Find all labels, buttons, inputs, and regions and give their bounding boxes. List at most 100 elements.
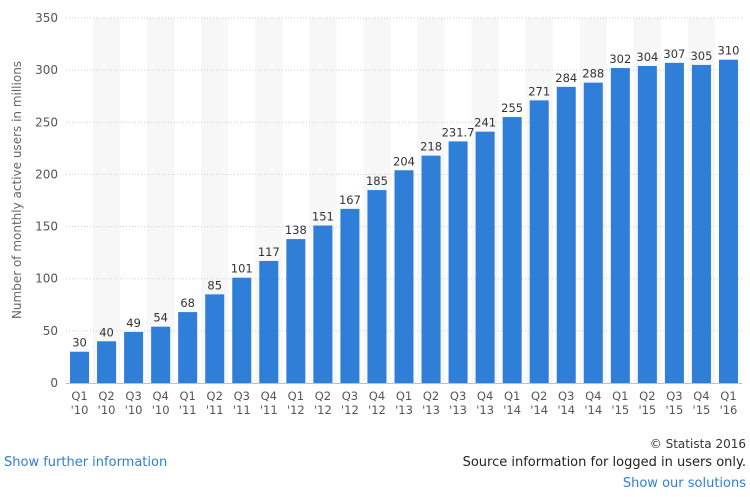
data-label: 310 — [718, 44, 740, 58]
data-label: 85 — [207, 278, 222, 292]
bar — [610, 68, 630, 384]
x-tick-label-year: '12 — [368, 403, 386, 417]
x-tick-label: Q4 — [585, 389, 601, 403]
x-tick-label-year: '11 — [233, 403, 251, 417]
bar — [556, 86, 576, 383]
bar — [691, 64, 711, 383]
x-tick-label-year: '12 — [341, 403, 359, 417]
x-tick-label: Q1 — [179, 389, 195, 403]
data-label: 117 — [258, 245, 280, 259]
y-tick-label: 350 — [35, 11, 58, 25]
x-tick-label-year: '10 — [71, 403, 89, 417]
bar — [97, 341, 117, 383]
y-axis-label-text: Number of monthly active users in millio… — [10, 60, 24, 320]
x-tick-label-year: '11 — [260, 403, 278, 417]
x-tick-label-year: '11 — [179, 403, 197, 417]
data-label: 138 — [285, 223, 307, 237]
x-tick-label: Q2 — [423, 389, 439, 403]
bar — [178, 312, 198, 383]
x-tick-label: Q3 — [125, 389, 141, 403]
x-tick-label: Q2 — [98, 389, 114, 403]
x-tick-label-year: '10 — [125, 403, 143, 417]
data-label: 185 — [366, 174, 388, 188]
bar — [286, 239, 306, 383]
x-tick-label: Q1 — [504, 389, 520, 403]
x-tick-label: Q1 — [396, 389, 412, 403]
x-tick-label-year: '11 — [206, 403, 224, 417]
y-tick-label: 50 — [43, 324, 58, 338]
data-label: 101 — [231, 262, 253, 276]
bar — [205, 294, 225, 383]
x-tick-label: Q4 — [261, 389, 277, 403]
x-tick-label: Q4 — [477, 389, 493, 403]
x-tick-label-year: '14 — [503, 403, 521, 417]
data-label: 167 — [339, 193, 361, 207]
x-tick-label-year: '14 — [584, 403, 602, 417]
show-further-information-link[interactable]: Show further information — [4, 455, 168, 470]
data-label: 49 — [126, 316, 141, 330]
x-tick-label: Q2 — [207, 389, 223, 403]
data-label: 305 — [690, 49, 712, 63]
bar — [502, 117, 522, 384]
data-label: 271 — [528, 84, 550, 98]
data-label: 302 — [609, 52, 631, 66]
x-tick-label-year: '15 — [693, 403, 711, 417]
bar — [232, 277, 252, 383]
data-label: 231.7 — [442, 125, 475, 139]
x-tick-label: Q3 — [666, 389, 682, 403]
bar — [259, 260, 279, 383]
x-tick-label-year: '15 — [611, 403, 629, 417]
x-tick-label: Q4 — [693, 389, 709, 403]
x-tick-label: Q3 — [450, 389, 466, 403]
source-info-text: Source information for logged in users o… — [462, 455, 746, 470]
x-tick-label: Q3 — [558, 389, 574, 403]
data-label: 151 — [312, 210, 334, 224]
x-tick-label: Q1 — [71, 389, 87, 403]
bar — [151, 326, 171, 383]
y-tick-label: 100 — [35, 272, 58, 286]
bar — [475, 131, 495, 383]
x-tick-label-year: '10 — [152, 403, 170, 417]
data-label: 288 — [582, 67, 604, 81]
plot-band — [93, 18, 121, 383]
bar — [70, 351, 90, 383]
x-tick-label: Q2 — [315, 389, 331, 403]
x-tick-label-year: '14 — [557, 403, 575, 417]
x-tick-label-year: '14 — [530, 403, 548, 417]
show-our-solutions-link[interactable]: Show our solutions — [622, 476, 746, 491]
bar — [124, 331, 144, 383]
bar — [637, 65, 657, 383]
plot-band — [147, 18, 175, 383]
data-label: 40 — [99, 325, 114, 339]
x-tick-label: Q3 — [342, 389, 358, 403]
bar — [421, 155, 441, 383]
y-tick-label: 150 — [35, 220, 58, 234]
bar — [664, 62, 684, 383]
y-axis-label: Number of monthly active users in millio… — [6, 30, 28, 350]
x-tick-label-year: '12 — [314, 403, 332, 417]
bar — [583, 82, 603, 384]
copyright-text: © Statista 2016 — [649, 437, 746, 451]
data-label: 54 — [153, 311, 168, 325]
x-tick-label: Q2 — [531, 389, 547, 403]
x-tick-label-year: '15 — [666, 403, 684, 417]
bar — [313, 225, 333, 383]
y-tick-label: 250 — [35, 115, 58, 129]
x-tick-label: Q2 — [639, 389, 655, 403]
x-tick-label-year: '13 — [449, 403, 467, 417]
y-tick-label: 300 — [35, 63, 58, 77]
x-tick-label: Q3 — [234, 389, 250, 403]
data-label: 304 — [636, 50, 658, 64]
data-label: 218 — [420, 140, 442, 154]
bar — [367, 190, 387, 383]
data-label: 284 — [555, 71, 577, 85]
x-tick-label-year: '16 — [720, 403, 738, 417]
x-tick-label-year: '13 — [395, 403, 413, 417]
x-tick-label: Q1 — [720, 389, 736, 403]
data-label: 307 — [663, 47, 685, 61]
data-label: 204 — [393, 154, 415, 168]
x-tick-label-year: '10 — [98, 403, 116, 417]
bar — [448, 141, 468, 383]
x-tick-label-year: '13 — [422, 403, 440, 417]
data-label: 255 — [501, 101, 523, 115]
